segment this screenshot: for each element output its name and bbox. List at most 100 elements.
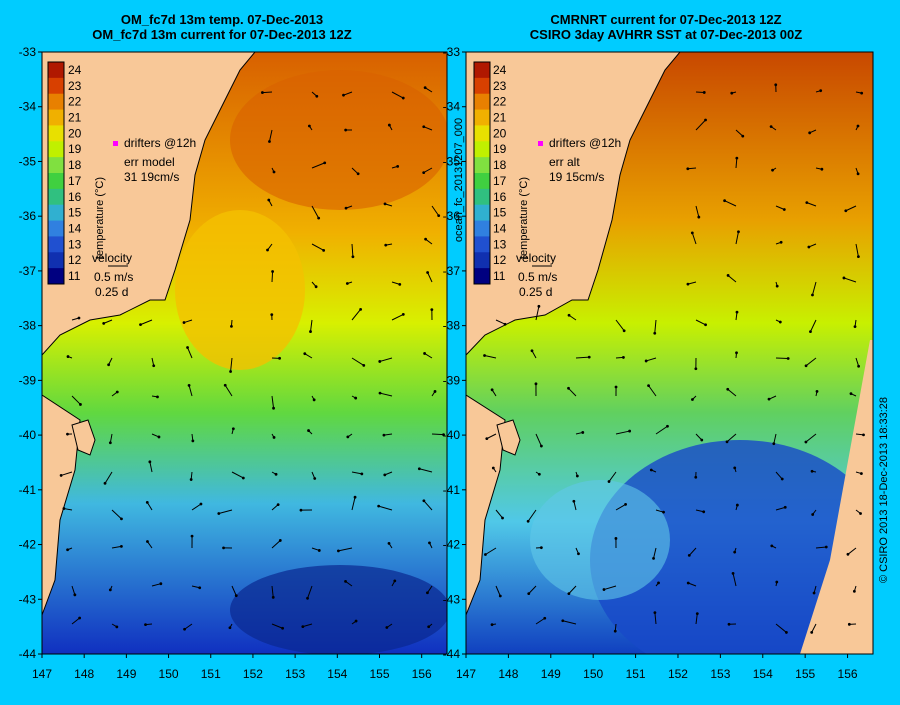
velocity-arrow-head bbox=[152, 364, 155, 367]
x-tick-label: 149 bbox=[541, 667, 561, 681]
velocity-arrow-head bbox=[378, 360, 381, 363]
velocity-arrow-head bbox=[303, 352, 306, 355]
velocity-arrow-head bbox=[424, 238, 427, 241]
velocity-arrow-head bbox=[384, 244, 387, 247]
velocity-arrow-head bbox=[688, 554, 691, 557]
velocity-arrow-head bbox=[267, 199, 270, 202]
velocity-arrow-head bbox=[813, 592, 816, 595]
velocity-arrow-head bbox=[104, 482, 107, 485]
colorbar-segment bbox=[474, 62, 490, 78]
velocity-arrow-head bbox=[309, 330, 312, 333]
panel2-err-label: err alt bbox=[549, 155, 580, 169]
velocity-arrow-head bbox=[657, 581, 660, 584]
velocity-arrow-head bbox=[79, 403, 82, 406]
velocity-arrow-head bbox=[362, 364, 365, 367]
velocity-arrow-head bbox=[146, 540, 149, 543]
x-tick-label: 148 bbox=[498, 667, 518, 681]
velocity-arrow-head bbox=[779, 321, 782, 324]
velocity-arrow-head bbox=[860, 92, 863, 95]
colorbar-segment bbox=[48, 221, 64, 237]
velocity-arrow-head bbox=[811, 513, 814, 516]
velocity-arrow-head bbox=[694, 476, 697, 479]
velocity-arrow-head bbox=[694, 367, 697, 370]
velocity-arrow-head bbox=[807, 246, 810, 249]
velocity-arrow bbox=[272, 271, 273, 282]
velocity-arrow-head bbox=[576, 475, 579, 478]
velocity-arrow-head bbox=[273, 171, 276, 174]
velocity-arrow-head bbox=[322, 249, 325, 252]
colorbar-tick-label: 22 bbox=[68, 95, 82, 109]
velocity-arrow-head bbox=[686, 167, 689, 170]
velocity-arrow-head bbox=[156, 395, 159, 398]
panel1-drifters-label: drifters @12h bbox=[124, 136, 196, 150]
colorbar-tick-label: 21 bbox=[68, 111, 82, 125]
velocity-arrow-head bbox=[491, 388, 494, 391]
panel2-err-values: 19 15cm/s bbox=[549, 170, 604, 184]
x-tick-label: 153 bbox=[285, 667, 305, 681]
velocity-arrow-head bbox=[337, 549, 340, 552]
velocity-arrow-head bbox=[377, 505, 380, 508]
velocity-arrow-head bbox=[281, 627, 284, 630]
velocity-arrow-head bbox=[360, 472, 363, 475]
colorbar-tick-label: 16 bbox=[493, 190, 507, 204]
velocity-arrow-head bbox=[736, 504, 739, 507]
velocity-arrow-head bbox=[816, 390, 819, 393]
velocity-arrow-head bbox=[393, 580, 396, 583]
velocity-arrow-head bbox=[703, 91, 706, 94]
velocity-arrow-head bbox=[603, 588, 606, 591]
velocity-arrow-head bbox=[531, 349, 534, 352]
velocity-arrow-head bbox=[78, 317, 81, 320]
velocity-arrow-head bbox=[183, 628, 186, 631]
x-tick-label: 153 bbox=[710, 667, 730, 681]
velocity-arrow-head bbox=[697, 216, 700, 219]
velocity-arrow-head bbox=[139, 323, 142, 326]
colorbar-segment bbox=[48, 268, 64, 284]
colorbar-segment bbox=[474, 268, 490, 284]
y-tick-label: -37 bbox=[443, 264, 461, 278]
velocity-arrow-head bbox=[624, 503, 627, 506]
colorbar-segment bbox=[48, 141, 64, 157]
velocity-arrow-head bbox=[229, 370, 232, 373]
velocity-arrow-head bbox=[804, 441, 807, 444]
velocity-arrow-head bbox=[344, 580, 347, 583]
velocity-arrow-head bbox=[485, 437, 488, 440]
velocity-arrow-head bbox=[628, 430, 631, 433]
colorbar-tick-label: 11 bbox=[68, 269, 81, 283]
colorbar-tick-label: 11 bbox=[493, 269, 506, 283]
velocity-arrow-head bbox=[359, 308, 362, 311]
velocity-arrow-head bbox=[437, 214, 440, 217]
velocity-arrow-head bbox=[224, 384, 227, 387]
velocity-arrow-head bbox=[848, 623, 851, 626]
velocity-arrow-head bbox=[568, 314, 571, 317]
x-tick-label: 152 bbox=[243, 667, 263, 681]
velocity-arrow-head bbox=[735, 157, 738, 160]
velocity-arrow-head bbox=[229, 626, 232, 629]
colorbar-segment bbox=[474, 78, 490, 94]
velocity-arrow-head bbox=[217, 512, 220, 515]
velocity-arrow-head bbox=[116, 391, 119, 394]
copyright: © CSIRO 2013 18-Dec-2013 18:33:28 bbox=[878, 397, 890, 583]
velocity-arrow-head bbox=[781, 478, 784, 481]
velocity-arrow-head bbox=[346, 436, 349, 439]
velocity-arrow-head bbox=[186, 346, 189, 349]
y-tick-label: -39 bbox=[443, 373, 461, 387]
velocity-arrow-head bbox=[809, 330, 812, 333]
velocity-arrow-head bbox=[811, 470, 814, 473]
velocity-arrow-head bbox=[847, 553, 850, 556]
x-tick-label: 150 bbox=[583, 667, 603, 681]
velocity-arrow-head bbox=[741, 135, 744, 138]
velocity-arrow-head bbox=[279, 539, 282, 542]
velocity-arrow-head bbox=[622, 356, 625, 359]
velocity-arrow-head bbox=[691, 398, 694, 401]
velocity-arrow-head bbox=[811, 294, 814, 297]
velocity-arrow-head bbox=[732, 572, 735, 575]
velocity-arrow-head bbox=[728, 623, 731, 626]
colorbar-tick-label: 22 bbox=[493, 95, 507, 109]
panel1-drifter-marker bbox=[113, 141, 118, 146]
colorbar-tick-label: 24 bbox=[68, 63, 82, 77]
velocity-arrow-head bbox=[306, 597, 309, 600]
velocity-arrow-head bbox=[850, 392, 853, 395]
velocity-arrow-head bbox=[819, 89, 822, 92]
velocity-arrow-head bbox=[783, 208, 786, 211]
velocity-arrow-head bbox=[733, 466, 736, 469]
